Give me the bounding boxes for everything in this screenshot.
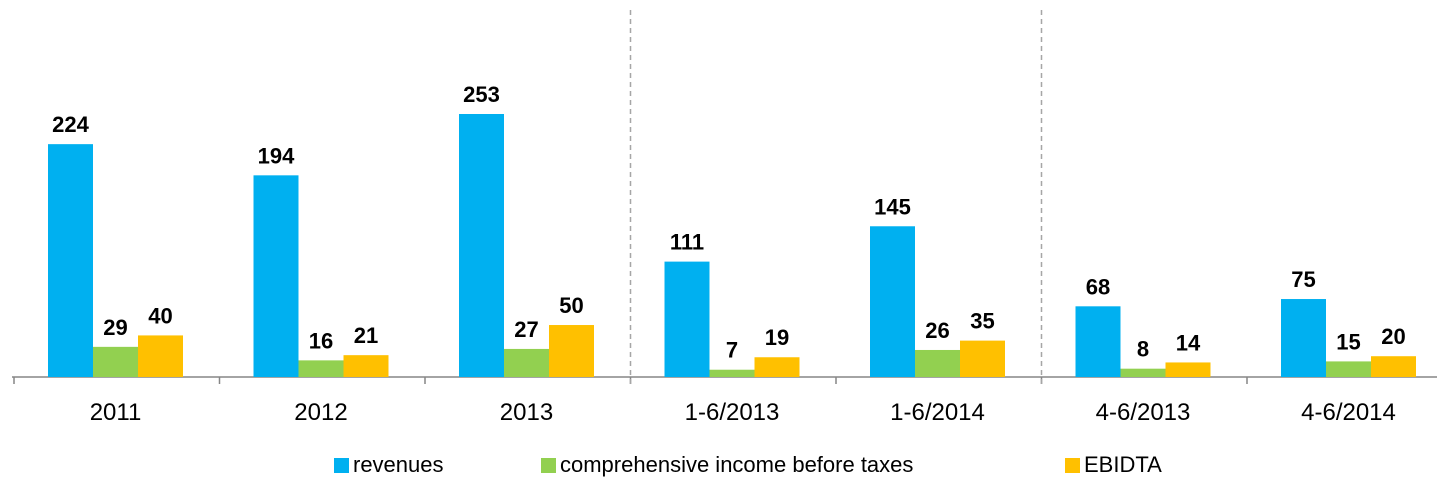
- data-label: 68: [1086, 274, 1110, 299]
- data-label: 29: [103, 315, 127, 340]
- x-tick-label: 1-6/2014: [890, 399, 985, 426]
- data-label: 14: [1176, 330, 1201, 355]
- data-label: 224: [52, 112, 89, 137]
- legend-swatch-ebidta: [1065, 457, 1080, 473]
- data-label: 19: [765, 325, 789, 350]
- legend-swatch-revenues: [334, 457, 349, 473]
- data-label: 8: [1137, 337, 1149, 362]
- bar-comprehensive-income: [915, 349, 960, 377]
- legend-swatch-comprehensive-income: [541, 457, 556, 473]
- data-label: 40: [148, 303, 172, 328]
- data-label: 75: [1291, 267, 1315, 292]
- legend-label-comprehensive-income: comprehensive income before taxes: [560, 452, 914, 477]
- data-label: 16: [309, 328, 333, 353]
- bar-comprehensive-income: [709, 369, 755, 377]
- bar-comprehensive-income: [298, 360, 344, 377]
- bar-revenues: [1281, 299, 1326, 377]
- bar-comprehensive-income: [504, 348, 549, 377]
- x-tick-label: 2012: [294, 399, 347, 426]
- data-label: 194: [258, 143, 295, 168]
- bar-revenues: [870, 226, 915, 377]
- bar-revenues: [664, 261, 710, 377]
- x-tick-label: 4-6/2013: [1096, 399, 1191, 426]
- legend-label-revenues: revenues: [353, 452, 444, 477]
- legend: revenues comprehensive income before tax…: [0, 452, 1437, 482]
- legend-label-ebidta: EBIDTA: [1084, 452, 1162, 477]
- data-label: 26: [925, 318, 949, 343]
- bar-comprehensive-income: [1326, 361, 1371, 377]
- bar-ebidta: [1165, 362, 1211, 377]
- bar-comprehensive-income: [93, 346, 138, 377]
- bar-ebidta: [754, 357, 800, 377]
- legend-item-comprehensive-income: comprehensive income before taxes: [541, 452, 913, 478]
- legend-item-revenues: revenues: [334, 452, 444, 478]
- data-label: 27: [514, 317, 538, 342]
- bar-revenues: [1075, 306, 1121, 377]
- bar-revenues: [459, 114, 504, 377]
- bar-ebidta: [960, 340, 1005, 377]
- data-label: 21: [354, 323, 378, 348]
- x-tick-label: 1-6/2013: [685, 399, 780, 426]
- data-label: 50: [559, 293, 583, 318]
- bar-ebidta: [343, 355, 389, 377]
- x-tick-label: 2011: [90, 399, 142, 426]
- data-label: 35: [970, 309, 994, 334]
- bar-ebidta: [138, 335, 183, 377]
- data-label: 111: [670, 230, 704, 255]
- bar-ebidta: [549, 325, 594, 377]
- bar-revenues: [253, 175, 299, 377]
- data-label: 145: [874, 194, 911, 219]
- data-label: 7: [726, 338, 738, 363]
- x-tick-label: 4-6/2014: [1301, 399, 1396, 426]
- data-label: 15: [1336, 329, 1360, 354]
- legend-item-ebidta: EBIDTA: [1065, 452, 1162, 478]
- bar-ebidta: [1371, 356, 1416, 377]
- data-label: 253: [463, 82, 500, 107]
- x-tick-label: 2013: [500, 399, 553, 426]
- bar-revenues: [48, 144, 93, 377]
- bar-comprehensive-income: [1120, 368, 1166, 377]
- data-label: 20: [1381, 324, 1405, 349]
